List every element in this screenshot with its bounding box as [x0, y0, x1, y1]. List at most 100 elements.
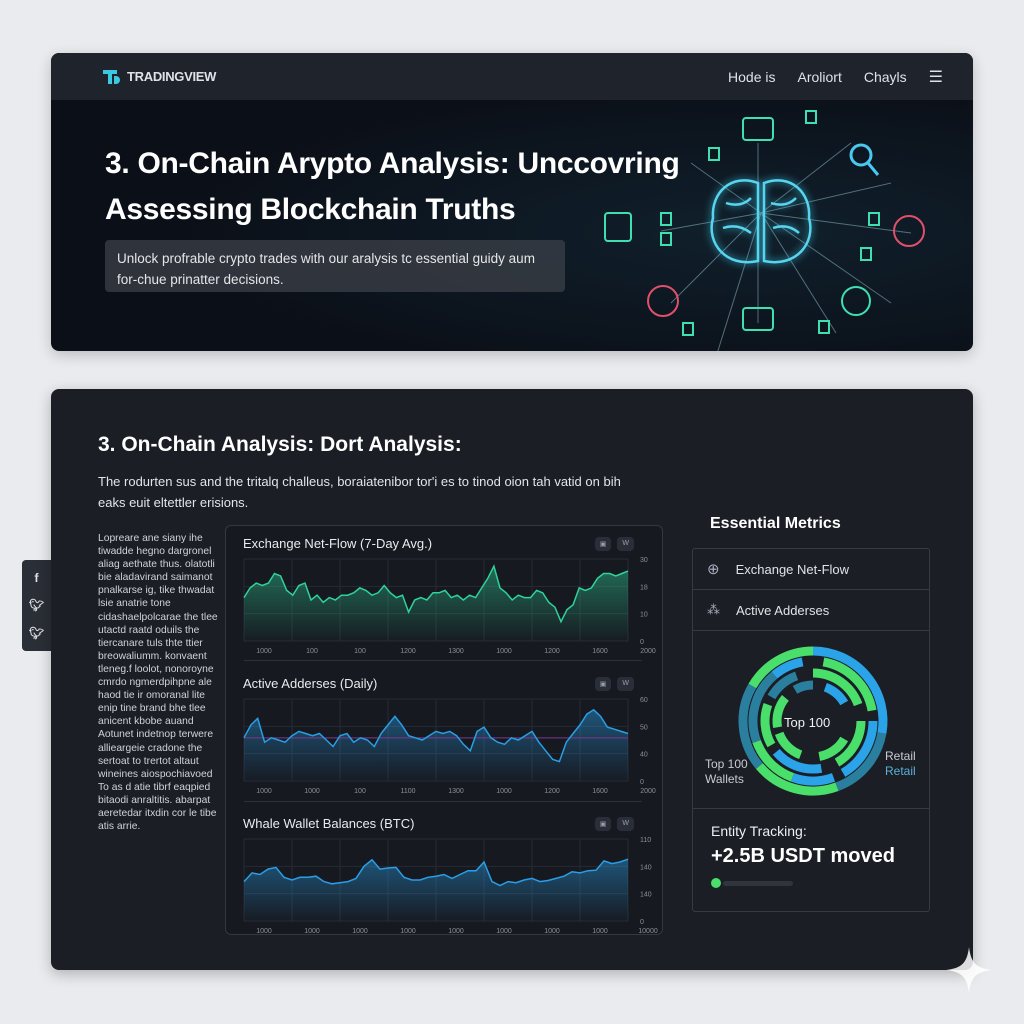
chart-plot: 1000 100 100 1200 1300 1000 1200 1600 2000 0 10 18 3…: [243, 557, 656, 655]
x-tick-label: 1000: [304, 788, 320, 795]
charts-panel: Exchange Net-Flow (7-Day Avg.) ▣ W 1000 10…: [225, 525, 663, 935]
metric-label: Exchange Net-Flow: [735, 561, 850, 577]
series-line: [243, 564, 629, 624]
network-nodes-icon: ⁂: [707, 602, 720, 617]
x-tick-label: 1000: [400, 928, 416, 935]
donut-segment: [818, 736, 849, 761]
series-line: [243, 858, 629, 887]
donut-segment: [835, 732, 887, 792]
donut-segment: [822, 657, 877, 712]
top-nav: TRADINGVIEW Hode is Aroliort Chayls ☰: [51, 53, 973, 100]
donut-segment: [812, 668, 863, 707]
donut-center-label: Top 100: [784, 715, 831, 730]
metric-active-addresses[interactable]: ⁂ Active Adderses: [693, 590, 929, 631]
active-addresses-chart: Active Adderses (Daily) ▣ W 1000 1000 100 11…: [226, 671, 664, 806]
x-tick-label: 10000: [638, 928, 658, 935]
chart-option-button[interactable]: ▣: [594, 537, 612, 551]
y-tick-label: 50: [640, 724, 648, 731]
entity-value: +2.5B USDT moved: [711, 845, 895, 867]
donut-segment: [748, 671, 778, 744]
x-tick-label: 1300: [448, 788, 464, 795]
x-tick-label: 2000: [640, 788, 656, 795]
hero-banner: TRADINGVIEW Hode is Aroliort Chayls ☰ 3.…: [51, 53, 973, 351]
globe-icon: ⊕: [707, 561, 720, 578]
tradingview-logo-icon: [103, 69, 121, 85]
x-tick-label: 1200: [544, 788, 560, 795]
x-tick-label: 1000: [544, 928, 560, 935]
brain-network-illustration: [604, 110, 925, 351]
chart-option-button[interactable]: ▣: [594, 677, 612, 691]
chart-title: Exchange Net-Flow (7-Day Avg.): [243, 536, 433, 551]
donut-segment: [752, 739, 795, 782]
x-tick-label: 1300: [448, 648, 464, 655]
x-tick-label: 1000: [496, 788, 512, 795]
x-tick-label: 1000: [592, 928, 608, 935]
donut-segment: [792, 680, 814, 694]
x-tick-label: 2000: [640, 648, 656, 655]
section-intro: The rodurten sus and the tritalq challeu…: [98, 474, 621, 510]
metric-exchange-netflow[interactable]: ⊕ Exchange Net-Flow: [693, 549, 929, 590]
donut-right-label: Retail: [885, 749, 916, 763]
hero-title: 3. On-Chain Arypto Analysis: Unccovring …: [105, 147, 680, 226]
x-tick-label: 100: [354, 648, 366, 655]
x-tick-label: 1000: [256, 788, 272, 795]
whale-balances-chart: Whale Wallet Balances (BTC) ▣ W 1000 1000 1…: [226, 811, 664, 946]
chart-option-button[interactable]: W: [617, 677, 634, 691]
side-paragraph: Lopreare ane siany ihe tiwadde hegno dar…: [98, 533, 218, 833]
donut-segment: [748, 646, 814, 689]
x-tick-label: 100: [354, 788, 366, 795]
brand-name: TRADINGVIEW: [127, 69, 217, 84]
x-tick-label: 1000: [352, 928, 368, 935]
y-tick-label: 140: [640, 864, 652, 871]
brand-logo[interactable]: TRADINGVIEW: [103, 69, 216, 85]
chart-plot: 1000 1000 100 1100 1300 1000 1200 1600 2000 0 40 50…: [243, 697, 656, 795]
twitter-icon[interactable]: 🐦︎: [28, 626, 45, 641]
series-area: [244, 709, 628, 781]
metrics-title: Essential Metrics: [710, 515, 841, 532]
x-tick-label: 1000: [256, 648, 272, 655]
nav-link-1[interactable]: Hode is: [728, 68, 776, 85]
twitter-icon[interactable]: 🐦︎: [28, 598, 45, 613]
donut-left-label: Top 100 Wallets: [705, 757, 748, 786]
y-tick-label: 30: [640, 557, 648, 564]
chart-title: Active Adderses (Daily): [243, 676, 378, 691]
y-tick-label: 0: [640, 919, 644, 926]
chart-option-button[interactable]: W: [617, 537, 634, 551]
y-tick-label: 140: [640, 892, 652, 899]
exchange-netflow-chart: Exchange Net-Flow (7-Day Avg.) ▣ W 1000 10…: [226, 531, 664, 666]
nav-link-3[interactable]: Chayls: [863, 68, 907, 85]
nav-link-2[interactable]: Aroliort: [797, 68, 842, 85]
donut-segment: [772, 748, 823, 774]
y-tick-label: 110: [640, 837, 651, 844]
entity-progress: [711, 878, 911, 888]
metrics-panel: ⊕ Exchange Net-Flow ⁂ Active Adderses To…: [692, 548, 930, 912]
donut-segment: [767, 671, 799, 700]
chart-option-button[interactable]: W: [617, 817, 634, 831]
x-tick-label: 1000: [496, 928, 512, 935]
y-tick-label: 40: [640, 752, 648, 759]
donut-segment: [823, 682, 849, 706]
donut-segment: [772, 694, 790, 729]
x-tick-label: 1000: [496, 648, 512, 655]
x-tick-label: 1000: [304, 928, 320, 935]
x-tick-label: 1200: [400, 648, 416, 655]
sparkle-icon: [946, 947, 992, 993]
y-tick-label: 10: [640, 612, 648, 619]
x-tick-label: 100: [306, 648, 318, 655]
x-tick-label: 1000: [448, 928, 464, 935]
donut-segment: [738, 683, 763, 769]
facebook-icon[interactable]: f: [34, 570, 39, 585]
wallet-distribution-donut: Top 100 Top 100 Wallets Retail Retail: [693, 631, 929, 809]
x-tick-label: 1100: [400, 788, 415, 795]
series-line: [243, 708, 629, 763]
hamburger-icon[interactable]: ☰: [928, 68, 943, 86]
social-share-bar: f 🐦︎ 🐦︎: [22, 560, 51, 651]
donut-segment: [774, 731, 803, 760]
donut-segment: [755, 763, 839, 796]
chart-plot: 1000 1000 1000 1000 1000 1000 1000 1000 10000 0 14…: [243, 837, 658, 935]
metric-label: Active Adderses: [736, 602, 830, 618]
chart-option-button[interactable]: ▣: [594, 817, 612, 831]
donut-segment: [812, 646, 888, 734]
y-tick-label: 0: [640, 779, 644, 786]
hero-subtitle: Unlock profrable crypto trades with our …: [105, 240, 565, 292]
